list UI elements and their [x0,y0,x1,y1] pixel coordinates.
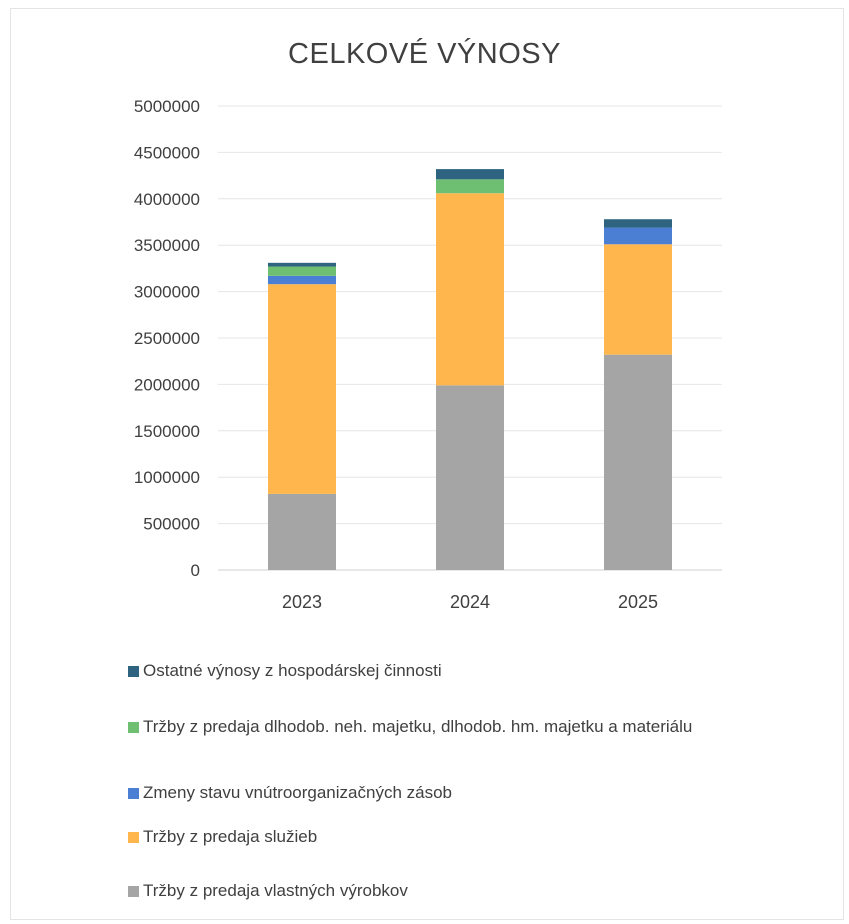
legend-label: Tržby z predaja vlastných výrobkov [143,881,408,900]
y-tick-label: 1000000 [134,468,200,487]
legend-swatch [128,722,139,733]
bar-segment-2024-series-1 [436,193,504,386]
legend-item: Tržby z predaja služieb [128,826,317,848]
y-tick-label: 3500000 [134,236,200,255]
bar-segment-2024-series-4 [436,169,504,180]
y-tick-label: 4500000 [134,143,200,162]
legend-swatch [128,832,139,843]
chart-frame [10,8,844,920]
bar-segment-2025-series-0 [604,354,672,570]
legend-swatch [128,886,139,897]
bar-segment-2023-series-2 [268,275,336,285]
legend-item: Tržby z predaja dlhodob. neh. majetku, d… [128,716,748,738]
y-axis-tick-labels: 0 500000 1000000 1500000 2000000 2500000 30000… [134,97,200,580]
bar-segment-2025-series-2 [604,227,672,245]
legend-item: Ostatné výnosy z hospodárskej činnosti [128,660,442,682]
bar-segment-2025-series-4 [604,219,672,228]
bar-segment-2024-series-3 [436,179,504,194]
legend-swatch [128,666,139,677]
x-tick-label: 2025 [618,592,658,612]
y-tick-label: 2000000 [134,375,200,394]
y-tick-label: 1500000 [134,422,200,441]
bar-segment-2024-series-0 [436,385,504,570]
x-axis-tick-labels: 2023 2024 2025 [282,592,658,612]
legend-item: Zmeny stavu vnútroorganizačných zásob [128,782,452,804]
x-tick-label: 2023 [282,592,322,612]
bar-segment-2025-series-1 [604,244,672,355]
chart-plot-area: 0 500000 1000000 1500000 2000000 2500000 30000… [134,97,722,612]
bar-segment-2023-series-0 [268,493,336,570]
y-tick-label: 4000000 [134,190,200,209]
y-tick-label: 2500000 [134,329,200,348]
y-tick-label: 5000000 [134,97,200,116]
chart-title: CELKOVÉ VÝNOSY [288,38,561,70]
legend-label: Ostatné výnosy z hospodárskej činnosti [143,661,442,680]
legend-label: Tržby z predaja dlhodob. neh. majetku, d… [143,717,693,736]
legend-label: Zmeny stavu vnútroorganizačných zásob [143,783,452,802]
bar-stacks [268,169,672,570]
bar-segment-2023-series-4 [268,262,336,267]
y-tick-label: 0 [191,561,200,580]
legend-item: Tržby z predaja vlastných výrobkov [128,880,408,902]
y-tick-label: 500000 [143,515,200,534]
y-tick-label: 3000000 [134,283,200,302]
bar-segment-2023-series-1 [268,284,336,494]
bar-segment-2023-series-3 [268,266,336,276]
legend-label: Tržby z predaja služieb [143,827,318,846]
legend-swatch [128,788,139,799]
x-tick-label: 2024 [450,592,490,612]
